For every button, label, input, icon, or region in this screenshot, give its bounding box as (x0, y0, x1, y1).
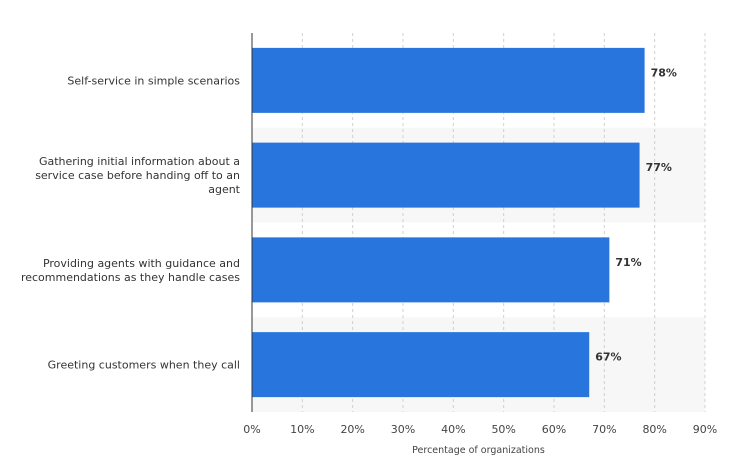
category-label: Self-service in simple scenarios (67, 74, 240, 87)
x-tick-labels: 0% 10% 20% 30% 40% 50% 60% 70% 80% 90% (243, 423, 717, 436)
x-tick-label: 40% (441, 423, 465, 436)
value-label: 78% (651, 66, 677, 79)
x-tick-label: 20% (340, 423, 364, 436)
x-tick-label: 10% (290, 423, 314, 436)
category-label: Providing agents with guidance and recomm… (21, 257, 240, 284)
x-tick-label: 30% (391, 423, 415, 436)
bar (252, 237, 610, 303)
bars (252, 47, 645, 398)
x-tick-label: 50% (491, 423, 515, 436)
category-label: Gathering initial information about a ser… (35, 155, 240, 196)
x-tick-label: 80% (642, 423, 666, 436)
category-label: Greeting customers when they call (48, 359, 240, 372)
x-tick-label: 0% (243, 423, 260, 436)
bar (252, 47, 645, 113)
value-label: 67% (595, 351, 621, 364)
x-axis-title: Percentage of organizations (412, 445, 545, 456)
value-label: 71% (615, 256, 641, 269)
category-labels: Self-service in simple scenarios Gatherin… (21, 74, 241, 371)
value-label: 77% (646, 161, 672, 174)
x-tick-label: 90% (693, 423, 717, 436)
x-tick-label: 70% (592, 423, 616, 436)
value-labels: 78% 77% 71% 67% (595, 66, 677, 363)
bar (252, 332, 590, 398)
x-tick-label: 60% (542, 423, 566, 436)
bar (252, 142, 640, 208)
